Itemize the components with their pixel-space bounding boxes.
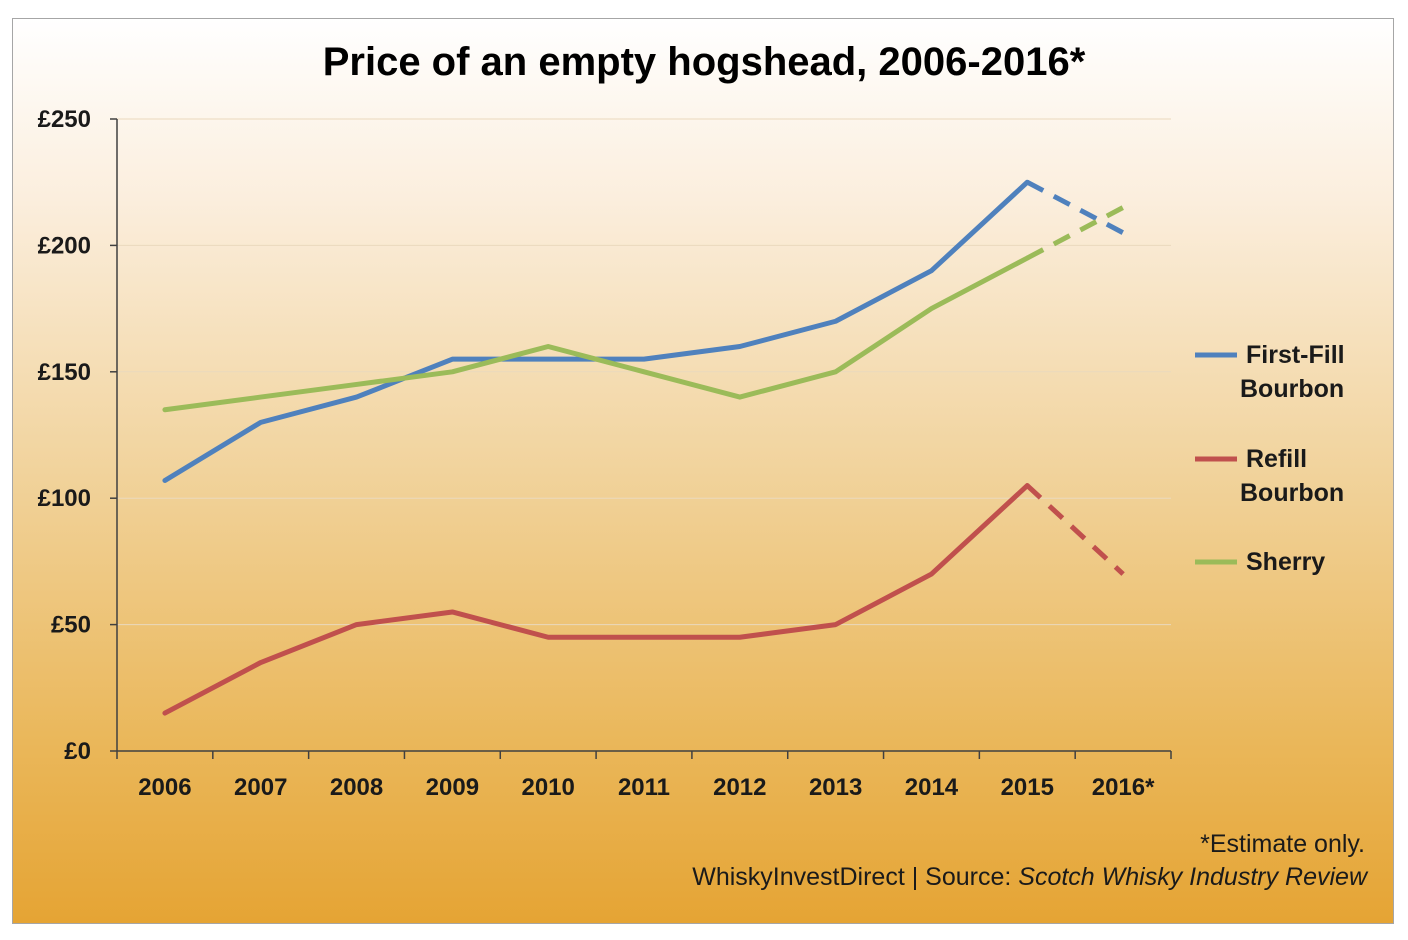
source-prefix: WhiskyInvestDirect | Source: [692,863,1018,891]
y-tick-label: £100 [38,485,91,512]
x-tick-label: 2009 [426,774,479,801]
series-line-estimate-2 [1026,205,1125,261]
x-axis-ticks: 2006 2007 2008 2009 2010 2011 2012 2013 2014 2015… [138,774,1155,801]
y-tick-label: £200 [38,232,91,259]
legend-label-1: Refill [1246,445,1307,473]
x-tick-label: 2014 [905,774,959,801]
series-line-2 [162,255,1030,413]
source-note: WhiskyInvestDirect | Source: Scotch Whis… [692,863,1369,891]
series-lines [162,179,1125,716]
legend-label-0: Bourbon [1240,375,1344,403]
x-tick-label: 2008 [330,774,383,801]
x-tick-label: 2010 [521,774,574,801]
x-tick-label: 2006 [138,774,191,801]
footnote: *Estimate only. [1200,830,1365,858]
series-line-estimate-1 [1025,483,1125,576]
y-tick-label: £150 [38,359,91,386]
y-tick-label: £250 [38,106,91,133]
line-chart: Price of an empty hogshead, 2006-2016* £… [38,40,1369,891]
chart-area: Price of an empty hogshead, 2006-2016* £… [12,18,1394,924]
legend-label-0: First-Fill [1246,341,1345,369]
x-tick-label: 2012 [713,774,766,801]
series-line-1 [162,483,1030,716]
x-tick-label: 2015 [1001,774,1054,801]
y-axis-ticks: £0 £50 £100 £150 £200 £250 [38,106,91,765]
x-tick-label: 2007 [234,774,287,801]
series-line-estimate-0 [1026,179,1125,235]
legend: First-Fill Bourbon Refill Bourbon Sherry [1195,341,1345,576]
axes [110,118,1172,759]
legend-label-2: Sherry [1246,548,1325,576]
source-title: Scotch Whisky Industry Review [1018,863,1369,891]
x-tick-label: 2013 [809,774,862,801]
legend-label-1: Bourbon [1240,479,1344,507]
y-tick-label: £0 [64,738,91,765]
y-tick-label: £50 [51,612,91,639]
x-tick-label: 2016* [1092,774,1155,801]
chart-title: Price of an empty hogshead, 2006-2016* [323,40,1086,84]
x-tick-label: 2011 [618,774,670,801]
